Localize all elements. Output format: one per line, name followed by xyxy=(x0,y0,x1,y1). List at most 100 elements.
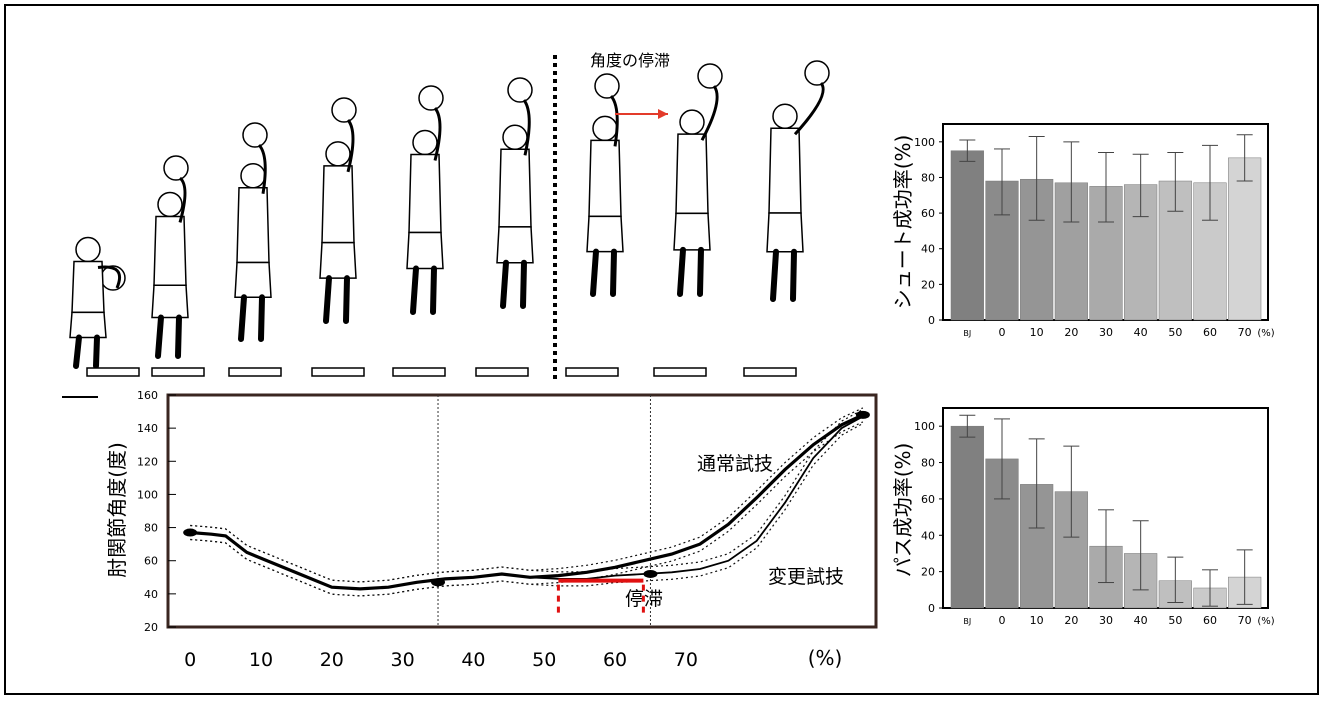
player-shorts-icon xyxy=(496,226,534,264)
player-sequence xyxy=(69,60,830,377)
player-figure xyxy=(151,155,189,359)
bar-x-tick-label: 0 xyxy=(999,326,1006,339)
bar-y-tick-label: 40 xyxy=(921,243,935,256)
floor-marker xyxy=(228,367,282,377)
player-legs-icon xyxy=(155,314,182,359)
line-y-tick-label: 80 xyxy=(144,522,158,535)
player-shorts-icon xyxy=(406,231,444,270)
player-shorts-icon xyxy=(673,212,711,251)
pass-success-chart: パス成功率(%) 0 20 40 60 80 100 BJ 0 10 20 30 40 50 60 70 (%… xyxy=(891,407,1275,627)
player-figure xyxy=(69,236,126,369)
bar-y-tick-label: 0 xyxy=(928,602,935,615)
player-torso-icon xyxy=(236,186,270,264)
line-y-tick-label: 120 xyxy=(137,455,158,468)
floor-marker xyxy=(392,367,446,377)
bar-x-unit-label: (%) xyxy=(1257,328,1274,339)
player-arm-icon xyxy=(97,265,122,289)
floor-marker xyxy=(565,367,619,377)
player-arm-icon xyxy=(257,143,267,194)
bar-y-tick-label: 100 xyxy=(914,136,935,149)
player-torso-icon xyxy=(321,165,355,244)
line-x-tick-label: 50 xyxy=(532,649,556,671)
line-x-tick-label: 30 xyxy=(391,649,415,671)
line-y-tick-label: 20 xyxy=(144,621,158,634)
ball-icon xyxy=(804,60,830,86)
event-marker xyxy=(431,578,446,587)
player-head-icon xyxy=(325,141,351,167)
bar-x-unit-label: (%) xyxy=(1257,616,1274,627)
player-torso-icon xyxy=(408,153,442,234)
bar xyxy=(1228,157,1262,321)
player-shorts-icon xyxy=(69,311,107,339)
player-arm-icon xyxy=(700,85,719,141)
bar xyxy=(950,425,984,609)
player-torso-icon xyxy=(588,139,622,218)
bar-x-tick-label: 50 xyxy=(1168,326,1182,339)
shoot-y-axis-label: シュート成功率(%) xyxy=(891,135,915,310)
bar xyxy=(950,150,984,321)
bar-x-tick-label: 10 xyxy=(1030,326,1044,339)
ball-icon xyxy=(594,73,620,99)
player-legs-icon xyxy=(677,246,704,297)
bar-x-tick-label: 50 xyxy=(1168,614,1182,627)
player-head-icon xyxy=(592,115,618,142)
player-head-icon xyxy=(679,109,705,135)
bar-y-tick-label: 80 xyxy=(921,171,935,184)
floor-marker xyxy=(743,367,797,377)
line-x-tick-label: 70 xyxy=(674,649,698,671)
bar-x-tick-label: BJ xyxy=(963,617,971,626)
line-y-tick-label: 60 xyxy=(144,555,158,568)
event-marker xyxy=(183,528,198,537)
player-head-icon xyxy=(502,124,528,151)
player-legs-icon xyxy=(590,248,617,297)
player-shorts-icon xyxy=(151,284,189,319)
changed-trial-label: 変更試技 xyxy=(768,566,844,588)
player-torso-icon xyxy=(71,260,105,314)
ball-icon xyxy=(163,155,189,181)
player-torso-icon xyxy=(675,133,709,215)
player-figure xyxy=(766,60,830,302)
event-marker xyxy=(643,569,658,578)
bar xyxy=(1193,182,1227,321)
ball-icon xyxy=(418,85,444,111)
player-head-icon xyxy=(412,129,438,156)
player-torso-icon xyxy=(498,148,532,228)
ball-icon xyxy=(697,63,723,89)
floor-marker xyxy=(653,367,707,377)
floor-marker xyxy=(86,367,140,377)
ball-icon xyxy=(331,97,357,123)
line-y-tick-label: 40 xyxy=(144,588,158,601)
bar-x-tick-label: 40 xyxy=(1134,326,1148,339)
bar-y-tick-label: 40 xyxy=(921,529,935,542)
line-y-axis-label: 肘関節角度(度) xyxy=(105,442,129,578)
bar-x-tick-label: 60 xyxy=(1203,614,1217,627)
player-figure xyxy=(496,77,534,309)
player-head-icon xyxy=(240,162,266,189)
player-legs-icon xyxy=(770,248,797,302)
floor-marker xyxy=(311,367,365,377)
player-shorts-icon xyxy=(319,241,357,279)
ball-icon xyxy=(242,122,268,148)
bar-y-tick-label: 20 xyxy=(921,566,935,579)
player-legs-icon xyxy=(500,259,527,309)
series-line-changed xyxy=(190,415,864,590)
player-head-icon xyxy=(157,191,183,218)
floor-marker xyxy=(151,367,205,377)
line-plot-area xyxy=(166,393,878,629)
bar-x-tick-label: 30 xyxy=(1099,614,1113,627)
line-y-tick-label: 100 xyxy=(137,488,158,501)
normal-trial-label: 通常試技 xyxy=(697,453,773,475)
player-legs-icon xyxy=(73,334,100,369)
bar-x-tick-label: 60 xyxy=(1203,326,1217,339)
player-legs-icon xyxy=(323,275,350,324)
event-marker xyxy=(855,410,870,419)
figure-frame xyxy=(4,4,1319,695)
bar-y-tick-label: 80 xyxy=(921,457,935,470)
player-head-icon xyxy=(772,103,798,129)
pass-y-axis-label: パス成功率(%) xyxy=(891,443,915,578)
player-shorts-icon xyxy=(234,261,272,299)
line-x-tick-label: 20 xyxy=(320,649,344,671)
line-x-tick-label: 40 xyxy=(461,649,485,671)
bar-x-tick-label: 10 xyxy=(1030,614,1044,627)
